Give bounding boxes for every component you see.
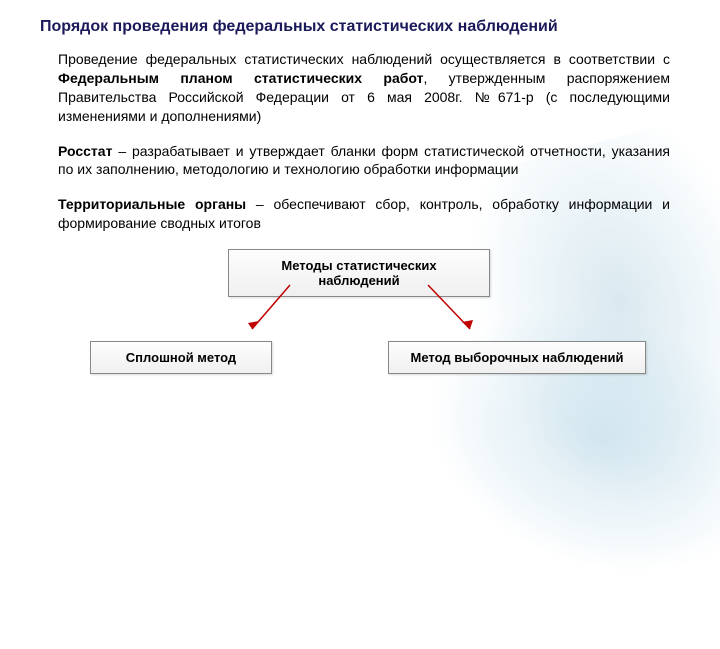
slide-title: Порядок проведения федеральных статистич… bbox=[40, 18, 680, 36]
diagram-top-box: Методы статистических наблюдений bbox=[228, 249, 490, 297]
paragraph-2: Росстат – разрабатывает и утверждает бла… bbox=[40, 142, 680, 180]
slide-content: Порядок проведения федеральных статистич… bbox=[0, 0, 720, 429]
diagram-left-box: Сплошной метод bbox=[90, 341, 272, 374]
paragraph-3: Территориальные органы – обеспечивают сб… bbox=[40, 195, 680, 233]
diagram-right-box: Метод выборочных наблюдений bbox=[388, 341, 646, 374]
diagram-area: Методы статистических наблюдений Сплошно… bbox=[40, 249, 680, 409]
paragraph-1: Проведение федеральных статистических на… bbox=[40, 50, 680, 126]
